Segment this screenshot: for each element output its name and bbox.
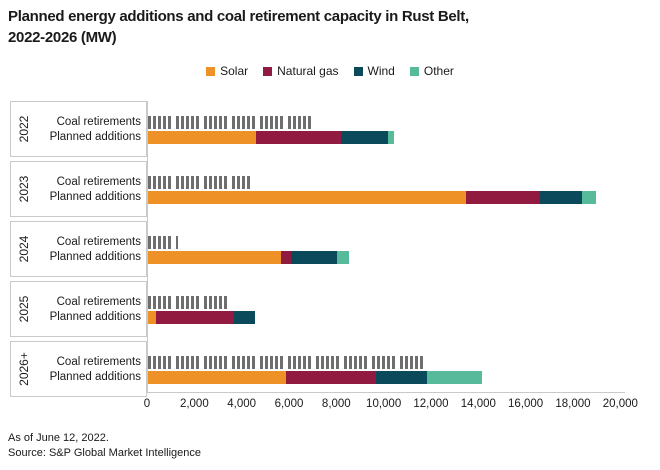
legend-item-other: Other [409, 64, 454, 78]
year-group-box-2024: 2024 Coal retirements Planned additions [10, 221, 147, 277]
additions-segment-wind-2024 [291, 251, 338, 264]
additions-segment-natural-gas-2023 [466, 191, 541, 204]
x-tick-label-16-000: 16,000 [508, 398, 544, 410]
additions-segment-solar-2024 [148, 251, 281, 264]
x-tick-label-8-000: 8,000 [321, 398, 351, 410]
x-tick-label-10-000: 10,000 [366, 398, 402, 410]
additions-segment-wind-2022 [340, 131, 388, 144]
coal-retirements-bar-2024 [148, 236, 179, 249]
row-label-coal-retirements: Coal retirements [56, 176, 141, 188]
y-axis-line [147, 101, 148, 392]
additions-segment-natural-gas-2022 [255, 131, 341, 144]
x-tick-label-6-000: 6,000 [274, 398, 304, 410]
additions-segment-solar-2023 [148, 191, 467, 204]
legend-item-natural-gas: Natural gas [263, 64, 339, 78]
source-note: Source: S&P Global Market Intelligence [8, 446, 202, 459]
legend-swatch-natural-gas-icon [263, 66, 273, 76]
row-label-coal-retirements: Coal retirements [56, 356, 141, 368]
x-tick-label-4-000: 4,000 [227, 398, 257, 410]
x-tick-label-20-000: 20,000 [602, 398, 638, 410]
row-label-planned-additions: Planned additions [49, 131, 141, 143]
coal-retirements-bar-2026- [148, 356, 423, 369]
year-group-box-2023: 2023 Coal retirements Planned additions [10, 161, 147, 217]
row-label-coal-retirements: Coal retirements [56, 116, 141, 128]
legend-label-wind: Wind [367, 64, 395, 78]
chart-title-line-1: Planned energy additions and coal retire… [8, 8, 469, 25]
row-label-planned-additions: Planned additions [49, 251, 141, 263]
row-label-coal-retirements: Coal retirements [56, 296, 141, 308]
x-axis-line [147, 392, 625, 393]
additions-segment-natural-gas-2024 [280, 251, 292, 264]
year-group-box-2026-: 2026+ Coal retirements Planned additions [10, 341, 147, 397]
year-group-box-2025: 2025 Coal retirements Planned additions [10, 281, 147, 337]
additions-segment-solar-2022 [148, 131, 256, 144]
year-label-2022: 2022 [17, 115, 31, 143]
as-of-note: As of June 12, 2022. [8, 432, 109, 444]
year-group-box-2022: 2022 Coal retirements Planned additions [10, 101, 147, 157]
additions-segment-wind-2026- [376, 371, 428, 384]
x-tick-label-12-000: 12,000 [413, 398, 449, 410]
legend: Solar Natural gas Wind Other [0, 64, 660, 78]
legend-label-natural-gas: Natural gas [277, 64, 339, 78]
year-label-2024: 2024 [17, 235, 31, 263]
legend-swatch-wind-icon [353, 66, 363, 76]
legend-swatch-other-icon [409, 66, 419, 76]
footer: As of June 12, 2022. Source: S&P Global … [8, 431, 201, 460]
year-label-2026-: 2026+ [17, 352, 31, 386]
additions-segment-other-2024 [337, 251, 349, 264]
additions-segment-wind-2023 [540, 191, 583, 204]
legend-label-other: Other [423, 64, 454, 78]
row-label-coal-retirements: Coal retirements [56, 236, 141, 248]
additions-segment-natural-gas-2026- [286, 371, 377, 384]
additions-segment-other-2023 [582, 191, 596, 204]
row-label-planned-additions: Planned additions [49, 191, 141, 203]
additions-segment-solar-2026- [148, 371, 287, 384]
coal-retirements-bar-2022 [148, 116, 312, 129]
additions-segment-natural-gas-2025 [156, 311, 234, 324]
year-label-2023: 2023 [17, 175, 31, 203]
chart-title: Planned energy additions and coal retire… [8, 6, 469, 48]
legend-item-solar: Solar [206, 64, 248, 78]
x-tick-label-18-000: 18,000 [555, 398, 591, 410]
additions-segment-solar-2025 [148, 311, 157, 324]
row-label-planned-additions: Planned additions [49, 311, 141, 323]
year-label-2025: 2025 [17, 295, 31, 323]
coal-retirements-bar-2025 [148, 296, 230, 309]
legend-swatch-solar-icon [206, 66, 216, 76]
additions-segment-other-2022 [387, 131, 394, 144]
x-tick-label-0: 0 [143, 398, 151, 410]
coal-retirements-bar-2023 [148, 176, 250, 189]
additions-segment-other-2026- [427, 371, 482, 384]
legend-label-solar: Solar [220, 64, 249, 78]
chart-title-line-2: 2022-2026 (MW) [8, 29, 117, 46]
x-tick-label-14-000: 14,000 [460, 398, 496, 410]
x-tick-label-2-000: 2,000 [179, 398, 209, 410]
additions-segment-wind-2025 [233, 311, 255, 324]
legend-item-wind: Wind [353, 64, 395, 78]
row-label-planned-additions: Planned additions [49, 371, 141, 383]
